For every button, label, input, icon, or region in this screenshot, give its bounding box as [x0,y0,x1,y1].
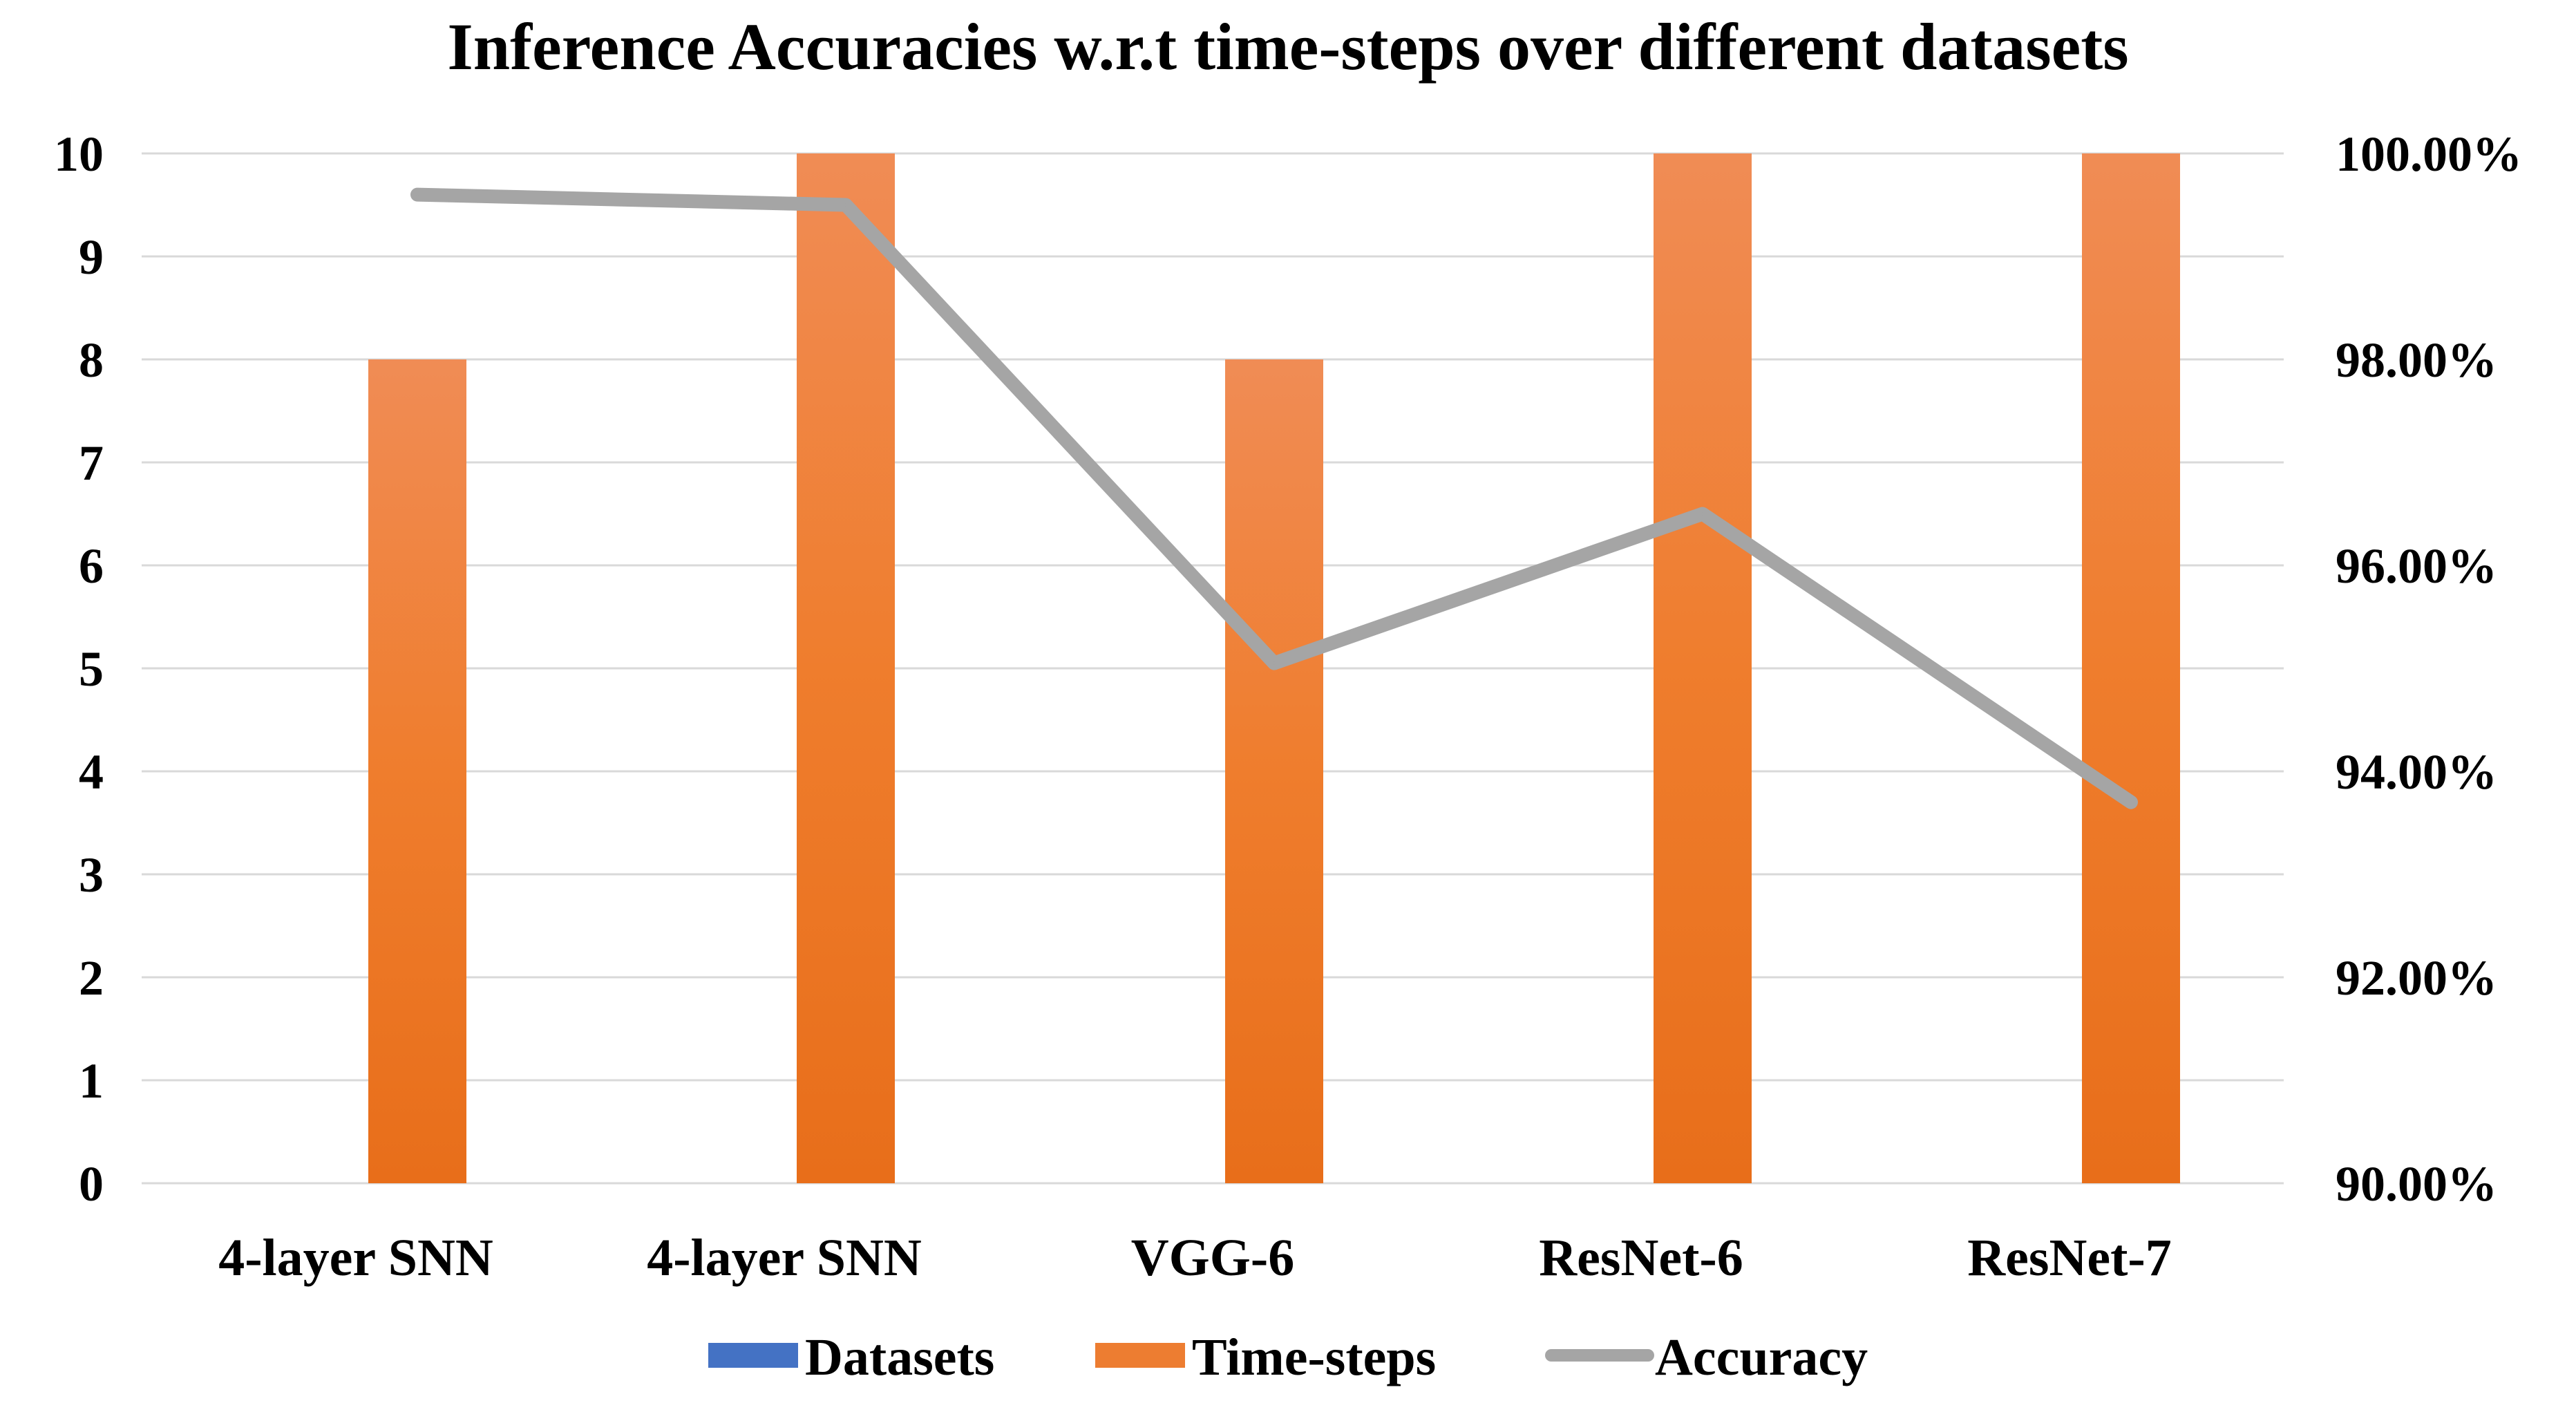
right-tick-label: 98.00% [2336,332,2497,388]
accuracy-line-layer [410,187,2138,809]
right-axis: 90.00% 92.00% 94.00% 96.00% 98.00% 100.00% [2336,126,2522,1212]
left-tick-label: 1 [79,1053,104,1109]
left-tick-label: 9 [79,229,104,285]
legend-item: Time-steps [1095,1328,1436,1386]
category-label: ResNet-7 [1967,1229,2171,1287]
accuracy-point [1273,661,1276,665]
right-tick-label: 100.00% [2336,126,2522,182]
accuracy-point [1701,512,1704,516]
category-label: ResNet-6 [1539,1229,1743,1287]
left-tick-label: 3 [79,847,104,903]
legend-swatch-time-steps [1095,1343,1185,1368]
category-label: 4-layer SNN [647,1229,922,1287]
left-tick-label: 8 [79,332,104,388]
time-steps-bar [797,153,895,1183]
time-steps-bar [2082,153,2180,1183]
legend-label: Accuracy [1655,1328,1868,1386]
right-tick-label: 92.00% [2336,950,2497,1006]
legend-label: Datasets [805,1328,994,1386]
right-tick-label: 94.00% [2336,744,2497,800]
accuracy-point [2130,800,2132,804]
left-tick-label: 2 [79,950,104,1006]
left-tick-label: 5 [79,641,104,697]
legend-swatch-datasets [708,1343,798,1368]
category-label: VGG-6 [1131,1229,1294,1287]
left-tick-label: 0 [79,1156,104,1212]
legend-label: Time-steps [1192,1328,1436,1386]
accuracy-point [416,193,419,196]
category-label: 4-layer SNN [218,1229,493,1287]
legend: Datasets Time-steps Accuracy [708,1328,1868,1386]
left-tick-label: 10 [54,126,104,182]
category-axis: 4-layer SNN 4-layer SNN VGG-6 ResNet-6 ResNe… [218,1229,2172,1287]
left-tick-label: 4 [79,744,104,800]
left-axis: 0 1 2 3 4 5 6 7 8 9 10 [54,126,104,1212]
time-steps-bar [368,359,466,1183]
right-tick-label: 96.00% [2336,538,2497,594]
left-tick-label: 6 [79,538,104,594]
legend-item: Accuracy [1545,1328,1868,1386]
bars [368,153,2180,1183]
left-tick-label: 7 [79,435,104,491]
time-steps-bar [1654,153,1752,1183]
time-steps-bar [1225,359,1323,1183]
gridlines [142,152,2284,1185]
accuracy-point [844,203,847,207]
right-tick-label: 90.00% [2336,1156,2497,1212]
legend-item: Datasets [708,1328,994,1386]
chart-title: Inference Accuracies w.r.t time-steps ov… [447,10,2128,84]
